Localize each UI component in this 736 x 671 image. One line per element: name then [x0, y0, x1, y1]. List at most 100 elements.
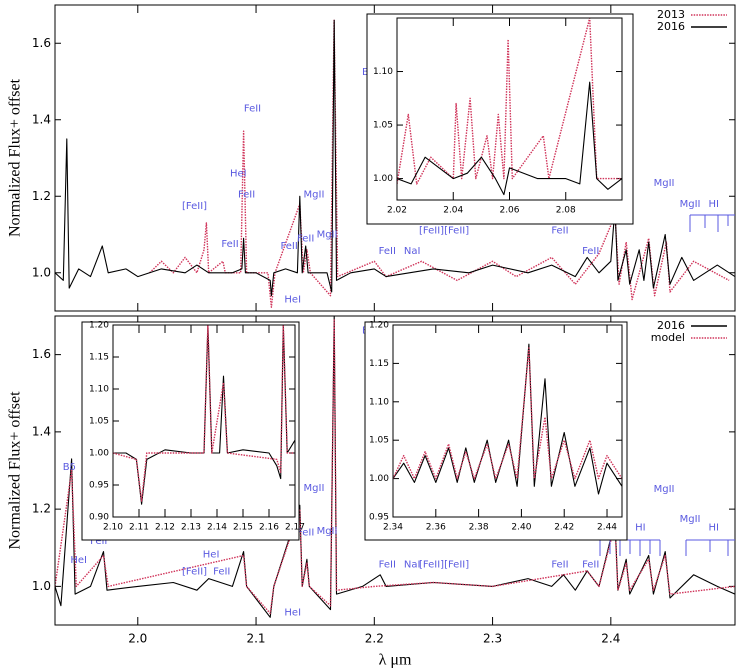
line-label: MgII [317, 230, 338, 241]
inset-frame [366, 13, 634, 225]
x-tick-label: 2.14 [207, 523, 227, 533]
hi-marker [599, 539, 735, 556]
y-tick-label: 1.2 [32, 502, 51, 516]
line-label: HeI [230, 168, 247, 179]
y-tick-label: 1.6 [32, 36, 51, 50]
line-label: FeII [379, 246, 396, 257]
x-tick-label: 2.10 [103, 523, 123, 533]
line-label: FeII [281, 241, 298, 252]
y-tick-label: 1.6 [32, 347, 51, 361]
line-label: HeI [284, 295, 301, 306]
spectrum-line [113, 325, 295, 502]
lines [397, 18, 622, 196]
x-tick-label: 2.44 [597, 523, 617, 533]
plot-frame [112, 324, 296, 518]
plot-frame [396, 17, 623, 201]
y-tick-label: 1.05 [89, 417, 109, 427]
inset-frame [81, 321, 300, 541]
y-tick-label: 1.10 [89, 385, 109, 395]
x-tick-label: 2.38 [469, 523, 489, 533]
x-tick-label: 2.04 [443, 206, 463, 216]
line-label: HI [708, 199, 718, 210]
x-tick-label: 2.42 [554, 523, 574, 533]
x-tick-label: 2.12 [155, 523, 175, 533]
line-label: FeII [379, 559, 396, 570]
spectrum-line [149, 19, 730, 308]
plot-frame [392, 324, 623, 518]
inset-frame [364, 321, 628, 541]
inset: 1.00 1.05 1.10 2.02 2.04 2.06 2.08 [366, 13, 634, 225]
line-label: MgII [317, 526, 338, 537]
x-tick-label: 2.0 [128, 632, 147, 646]
spectrum-line [393, 343, 622, 495]
y-tick-label: 0.95 [369, 513, 389, 523]
line-label: HeI [70, 555, 87, 566]
x-tick-label: 2.3 [483, 632, 502, 646]
y-tick-label: 0.90 [89, 513, 109, 523]
y-tick-label: 1.15 [369, 359, 389, 369]
spectrum-line [393, 347, 622, 480]
line-label: MgII [680, 199, 701, 210]
x-tick-label: 2.02 [387, 206, 407, 216]
line-label: MgII [680, 514, 701, 525]
line-label: FeII [244, 103, 261, 114]
inset: 0.90 0.95 1.00 1.05 1.10 1.15 1.20 2.10 2.11 2.12… [81, 321, 305, 541]
x-tick-label: 2.08 [556, 206, 576, 216]
y-tick-label: 1.00 [369, 474, 389, 484]
line-label: HI [635, 522, 645, 533]
legend-label: model [651, 331, 685, 344]
inset: 0.95 1.00 1.05 1.10 1.15 1.20 2.34 2.36 2.38 2.40… [364, 321, 628, 541]
y-axis-title: Normalized Flux+ offset [7, 391, 24, 550]
spectrum-line [55, 319, 735, 615]
spectrum-line [55, 316, 735, 618]
line-label: FeII [297, 233, 314, 244]
line-label: [FeII] [182, 566, 207, 577]
y-tick-label: 1.00 [373, 174, 393, 184]
x-tick-label: 2.1 [246, 632, 265, 646]
line-label: MgII [304, 483, 325, 494]
y-tick-label: 1.05 [369, 436, 389, 446]
x-tick-label: 2.17 [285, 523, 305, 533]
line-label: FeII [551, 226, 568, 237]
panel: 1.01.21.41.62.0 2.1 2.2 2.3 2.4BδHeIFeIIHeI[… [7, 315, 736, 669]
y-tick-label: 1.10 [369, 397, 389, 407]
x-tick-label: 2.15 [233, 523, 253, 533]
y-tick-label: 1.10 [373, 67, 393, 77]
y-tick-label: 1.05 [373, 121, 393, 131]
y-tick-label: 0.95 [89, 481, 109, 491]
legend-label: 2016 [657, 20, 685, 33]
line-label: MgII [654, 178, 675, 189]
line-label: HeI [203, 549, 220, 560]
y-tick-label: 1.4 [32, 424, 51, 438]
line-label: NaI [404, 246, 421, 257]
y-tick-label: 1.15 [89, 353, 109, 363]
y-axis-title: Normalized Flux+ offset [7, 78, 24, 237]
line-label: [FeII][FeII] [419, 226, 469, 237]
x-tick-label: 2.2 [365, 632, 384, 646]
line-label: Bδ [63, 462, 76, 473]
y-tick-label: 1.00 [89, 449, 109, 459]
legend-label: 2016 [657, 319, 685, 332]
y-tick-label: 1.20 [89, 321, 109, 331]
x-axis-title: λ μm [379, 652, 412, 669]
line-label: FeII [582, 246, 599, 257]
lines [393, 343, 622, 495]
spectrum-line [397, 81, 622, 196]
spectrum-line [55, 19, 735, 297]
line-label: MgII [654, 484, 675, 495]
hi-marker [689, 214, 735, 232]
y-tick-label: 1.20 [369, 321, 389, 331]
x-tick-label: 2.06 [499, 206, 519, 216]
line-label: FeII [221, 239, 238, 250]
line-label: FeII [238, 189, 255, 200]
line-label: FeII [213, 566, 230, 577]
line-label: MgII [304, 189, 325, 200]
lines [55, 316, 735, 618]
x-tick-label: 2.16 [259, 523, 279, 533]
line-label: FeII [90, 536, 107, 547]
x-tick-label: 2.4 [601, 632, 620, 646]
line-label: [FeII] [182, 201, 207, 212]
lines [113, 325, 295, 505]
x-tick-label: 2.36 [426, 523, 446, 533]
